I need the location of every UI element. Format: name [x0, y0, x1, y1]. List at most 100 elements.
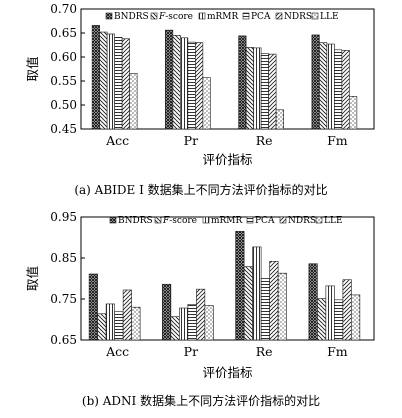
bar-ndrs-fm	[342, 279, 352, 341]
y-axis-title: 取值	[25, 266, 40, 291]
y-tick-label: 0.95	[50, 210, 77, 224]
x-tick-label: Pr	[184, 133, 198, 148]
bar-lle-pr	[202, 77, 211, 130]
bar-ndrs-re	[268, 53, 277, 130]
legend-label: NDRS	[284, 12, 312, 22]
plot-frame	[80, 8, 375, 130]
y-tick-label: 0.75	[50, 292, 77, 306]
legend: BNDRS F-score mRMR PCA NDRS LLE	[109, 216, 343, 226]
y-tick-label: 0.60	[50, 50, 77, 64]
bar-fscore-re	[243, 266, 253, 341]
bar-ndrs-pr	[195, 42, 204, 130]
bar-ndrs-acc	[122, 289, 132, 341]
legend-swatch	[246, 216, 254, 224]
legend-label: BNDRS	[114, 12, 149, 22]
legend-label: mRMR	[207, 12, 239, 22]
bar-mrmr-acc	[105, 303, 115, 341]
bar-lle-acc	[129, 73, 138, 130]
x-tick-label: Fm	[327, 133, 348, 148]
chart-caption-abide: (a) ABIDE I 数据集上不同方法评价指标的对比	[74, 183, 328, 197]
bar-fscore-pr	[172, 35, 181, 130]
bar-ndrs-fm	[341, 49, 350, 130]
y-tick-label: 0.55	[50, 74, 77, 88]
legend-label: PCA	[255, 216, 275, 226]
bar-lle-fm	[351, 294, 361, 341]
bar-bndrs-acc	[91, 25, 100, 130]
bar-lle-pr	[204, 305, 214, 341]
bar-mrmr-re	[253, 47, 262, 130]
legend-label: PCA	[251, 12, 271, 22]
legend-label: F-score	[158, 12, 193, 22]
legend-label: LLE	[324, 216, 343, 226]
y-tick-label: 0.85	[50, 251, 77, 265]
legend-label: LLE	[320, 12, 339, 22]
y-axis-title: 取值	[25, 56, 40, 81]
x-tick-label: Fm	[327, 344, 348, 359]
x-axis-title: 评价指标	[202, 152, 252, 167]
bar-fscore-acc	[99, 31, 108, 130]
bar-ndrs-re	[269, 260, 279, 341]
bar-chart-abide: 0.45 0.50 0.55 0.60 0.65 0.70 取值 Acc Pr Re Fm 评价指标 B…	[25, 2, 375, 167]
y-tick-label: 0.45	[50, 122, 77, 136]
bar-mrmr-pr	[179, 307, 189, 341]
legend-swatch	[242, 12, 250, 20]
x-tick-label: Re	[256, 133, 273, 148]
bar-mrmr-fm	[326, 43, 335, 130]
legend-swatch	[202, 216, 210, 224]
chart-panel-adni: 0.65 0.75 0.85 0.95 取值 Acc Pr Re Fm 评价指标 BNDRS F-sc…	[0, 205, 402, 418]
legend-swatch	[150, 12, 158, 20]
legend-swatch	[315, 216, 323, 224]
x-tick-label: Pr	[184, 344, 198, 359]
legend-label: NDRS	[288, 216, 316, 226]
bar-pca-pr	[187, 41, 196, 130]
bar-fscore-pr	[170, 316, 180, 341]
bar-fscore-re	[245, 47, 254, 130]
y-tick-label: 0.65	[50, 26, 77, 40]
legend-label: mRMR	[211, 216, 243, 226]
bar-chart-adni: 0.65 0.75 0.85 0.95 取值 Acc Pr Re Fm 评价指标 BNDRS F-sc…	[25, 210, 375, 380]
y-tick-label: 0.70	[50, 2, 77, 16]
x-axis-title: 评价指标	[202, 365, 252, 380]
bar-lle-re	[277, 272, 287, 341]
y-tick-label: 0.50	[50, 98, 77, 112]
bar-pca-acc	[114, 37, 123, 130]
bar-lle-fm	[349, 96, 358, 130]
y-tick-label: 0.65	[50, 333, 77, 347]
bar-mrmr-pr	[180, 37, 189, 130]
legend-swatch	[279, 216, 287, 224]
bar-ndrs-pr	[196, 288, 206, 341]
bar-pca-fm	[334, 49, 343, 130]
bar-bndrs-pr	[165, 29, 174, 130]
bar-lle-acc	[131, 306, 141, 341]
legend-swatch	[311, 12, 319, 20]
bar-lle-re	[275, 109, 284, 130]
plot-frame	[80, 216, 375, 341]
bar-bndrs-pr	[162, 283, 172, 341]
bar-mrmr-fm	[325, 285, 335, 341]
bar-fscore-fm	[319, 42, 328, 130]
bar-bndrs-re	[238, 35, 247, 130]
bar-bndrs-fm	[308, 263, 318, 341]
bar-ndrs-acc	[121, 38, 130, 130]
legend-swatch	[154, 216, 162, 224]
bar-pca-re	[260, 53, 269, 130]
bar-mrmr-acc	[106, 33, 115, 130]
legend-label: F-score	[162, 216, 197, 226]
chart-caption-adni: (b) ADNI 数据集上不同方法评价指标的对比	[81, 394, 321, 408]
bar-pca-acc	[114, 311, 124, 341]
bar-mrmr-re	[252, 246, 262, 341]
legend-swatch	[109, 216, 117, 224]
chart-panel-abide: 0.45 0.50 0.55 0.60 0.65 0.70 取值 Acc Pr Re Fm 评价指标 B…	[0, 0, 402, 205]
x-tick-label: Re	[256, 344, 273, 359]
legend-label: BNDRS	[118, 216, 153, 226]
bar-fscore-fm	[317, 298, 327, 341]
bar-bndrs-re	[235, 231, 245, 341]
legend-swatch	[105, 12, 113, 20]
bar-bndrs-fm	[311, 34, 320, 130]
legend-swatch	[198, 12, 206, 20]
bar-pca-fm	[334, 299, 344, 341]
x-tick-label: Acc	[105, 344, 129, 359]
x-tick-label: Acc	[105, 133, 129, 148]
bar-fscore-acc	[97, 313, 107, 341]
legend-swatch	[275, 12, 283, 20]
